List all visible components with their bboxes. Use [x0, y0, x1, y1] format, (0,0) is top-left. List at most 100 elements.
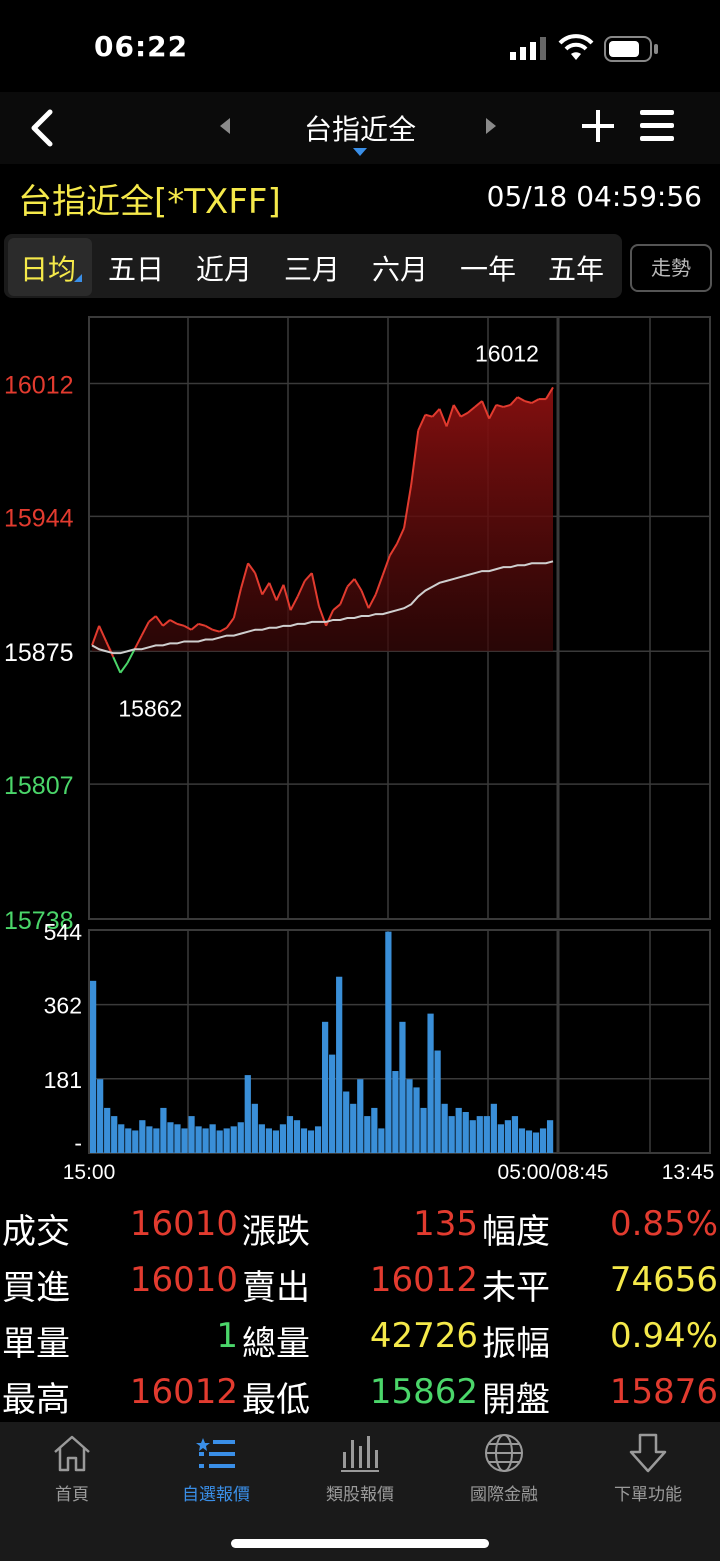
nav-title[interactable]: 台指近全 [303, 113, 416, 146]
price-line-segment [389, 543, 398, 556]
quote-value: 16012 [129, 1372, 238, 1412]
quote-value: 16010 [129, 1260, 238, 1300]
tabbar-home[interactable]: 首頁 [17, 1432, 127, 1505]
price-line-segment [517, 396, 526, 402]
volume-bar [441, 1103, 448, 1153]
volume-bar [434, 1050, 441, 1153]
active-tab-highlight [8, 238, 92, 296]
intraday-chart[interactable]: 16012 15944 15875 15807 15738 16012 15862 544 36… [0, 300, 720, 1190]
volume-bar [216, 1130, 223, 1153]
price-line-segment [155, 615, 164, 627]
globe-icon [485, 1434, 523, 1472]
volume-bar [90, 980, 97, 1153]
tab-daily[interactable]: 日均 [20, 253, 77, 286]
quote-label: 開盤 [482, 1380, 550, 1420]
price-line-segment [133, 635, 143, 650]
symbol-name: 台指近全[*TXFF] [18, 182, 281, 222]
back-chevron-icon[interactable] [24, 108, 64, 148]
volume-bar [209, 1124, 216, 1153]
volume-bar [532, 1132, 540, 1153]
volume-bar [188, 1116, 195, 1153]
price-line-segment [198, 622, 206, 627]
quote-value: 0.94% [609, 1316, 718, 1356]
quote-label: 單量 [2, 1324, 70, 1364]
tabbar-label: 類股報價 [326, 1485, 394, 1505]
volume-bar [279, 1124, 287, 1153]
tab-5year[interactable]: 五年 [548, 253, 605, 286]
volume-bar [511, 1116, 519, 1153]
price-line-segment [367, 594, 377, 609]
volume-bar [399, 1021, 406, 1153]
quote-label: 總量 [242, 1324, 310, 1364]
price-tick-label: 15807 [4, 772, 74, 800]
volume-tick-label: 181 [44, 1067, 82, 1093]
price-line-segment [503, 403, 511, 408]
tabbar-label: 首頁 [55, 1485, 89, 1505]
tab-5day[interactable]: 五日 [108, 253, 165, 286]
volume-bar [392, 1071, 399, 1153]
price-line-segment [495, 403, 504, 408]
volume-bar [307, 1130, 315, 1153]
tabbar-watchlist[interactable]: 自選報價 [161, 1432, 271, 1505]
volume-bar [118, 1124, 125, 1153]
price-line-segment [460, 411, 469, 418]
quote-value: 15862 [369, 1372, 478, 1412]
tabbar-label: 國際金融 [470, 1485, 538, 1505]
quote-value: 42726 [369, 1316, 478, 1356]
volume-bar [293, 1120, 301, 1153]
volume-bar [322, 1021, 329, 1153]
price-line-segment [332, 603, 341, 611]
price-line-segment [531, 398, 540, 404]
volume-bar [181, 1128, 188, 1153]
volume-bar [167, 1122, 174, 1153]
tabbar-order[interactable]: 下單功能 [593, 1432, 703, 1505]
volume-bar [518, 1128, 526, 1153]
low-price-label: 15862 [118, 696, 182, 722]
price-line-segment [374, 574, 384, 595]
time-tick-label: 05:00/08:45 [498, 1161, 609, 1184]
price-tick-label: 15738 [4, 907, 74, 935]
tabbar-label: 自選報價 [182, 1485, 250, 1505]
next-symbol-icon[interactable] [486, 118, 496, 134]
price-line-segment [112, 656, 122, 674]
price-line-segment [360, 590, 370, 609]
quote-label: 賣出 [242, 1268, 310, 1308]
price-line-segment [176, 622, 185, 627]
price-line-segment [403, 484, 413, 529]
price-line-segment [91, 625, 101, 646]
volume-bar [153, 1128, 160, 1153]
price-line-segment [545, 386, 554, 400]
volume-tick-label: 362 [44, 993, 82, 1019]
volume-bar [258, 1124, 265, 1153]
tab-1year[interactable]: 一年 [460, 253, 517, 286]
tab-1month[interactable]: 近月 [196, 253, 253, 286]
tab-3month[interactable]: 三月 [284, 253, 341, 286]
price-tick-label: 15944 [4, 504, 74, 532]
quote-value: 0.85% [609, 1204, 718, 1244]
tabbar-sector-quotes[interactable]: 類股報價 [305, 1432, 415, 1505]
prev-symbol-icon[interactable] [220, 118, 230, 134]
quote-label: 最低 [242, 1380, 310, 1420]
volume-bar [300, 1128, 308, 1153]
add-icon[interactable] [580, 108, 616, 148]
tabbar-international[interactable]: 國際金融 [449, 1432, 559, 1505]
quote-label: 最高 [2, 1380, 70, 1420]
price-line-segment [396, 527, 405, 545]
volume-bar [286, 1116, 294, 1153]
time-tick-label: 15:00 [63, 1161, 116, 1184]
trend-button[interactable]: 走勢 [630, 244, 712, 292]
price-line-segment [467, 406, 476, 414]
volume-bar [448, 1116, 455, 1153]
price-line-segment [225, 617, 235, 629]
volume-bar [314, 1126, 322, 1153]
volume-bar [371, 1107, 378, 1153]
volume-bar [146, 1126, 153, 1153]
tab-6month[interactable]: 六月 [372, 253, 429, 286]
dropdown-indicator-icon[interactable] [353, 148, 367, 156]
wifi-icon [558, 34, 594, 66]
menu-icon[interactable] [640, 110, 676, 146]
volume-bar [160, 1107, 167, 1153]
quote-label: 振幅 [482, 1324, 550, 1364]
price-line-segment [296, 580, 306, 597]
quote-label: 漲跌 [242, 1212, 310, 1252]
